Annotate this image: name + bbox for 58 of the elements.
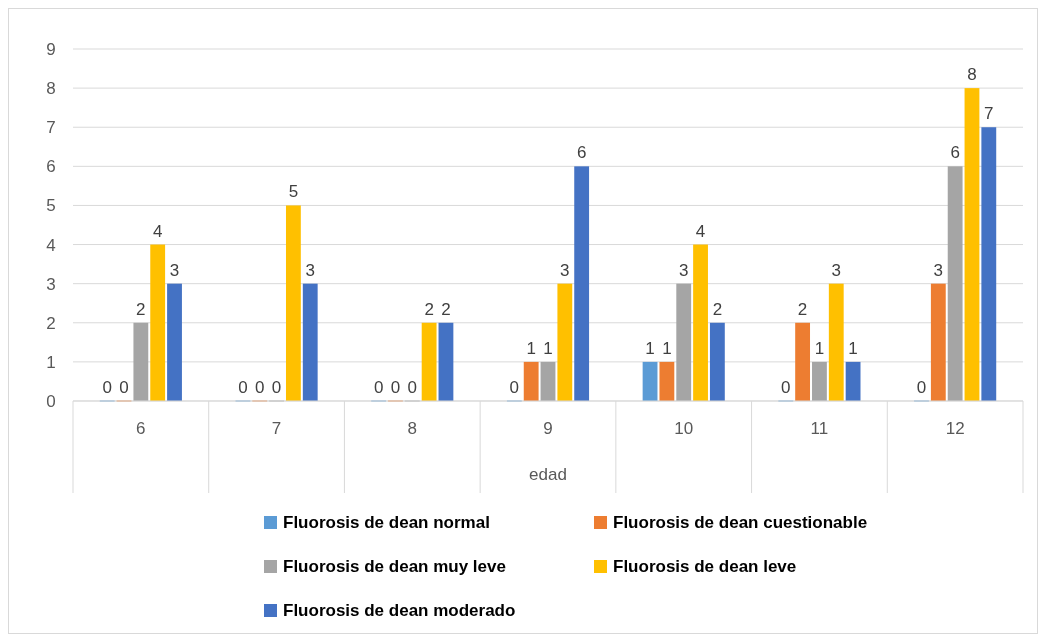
data-label: 5: [288, 182, 299, 202]
data-label: 0: [390, 378, 401, 397]
y-tick-label: 0: [46, 391, 56, 411]
data-label: 0: [255, 378, 265, 397]
data-label: 3: [560, 260, 570, 280]
legend-label: Fluorosis de dean moderado: [283, 601, 516, 620]
data-label: 4: [152, 221, 163, 241]
data-label: 3: [305, 260, 315, 280]
x-tick-label: 11: [810, 419, 829, 438]
data-label: 0: [781, 378, 791, 397]
data-label: 1: [814, 338, 825, 358]
x-axis-title: edad: [529, 465, 567, 484]
legend-label: Fluorosis de dean cuestionable: [613, 513, 868, 532]
data-label: 2: [441, 299, 451, 319]
data-label: 3: [169, 260, 180, 280]
data-label: 3: [831, 260, 841, 280]
data-label: 1: [662, 338, 672, 358]
legend-label: Fluorosis de dean normal: [283, 513, 490, 532]
y-tick-label: 4: [46, 235, 56, 255]
data-label: 0: [238, 378, 248, 397]
data-label: 2: [136, 299, 146, 319]
x-tick-label: 12: [945, 419, 965, 438]
data-label: 0: [509, 378, 520, 397]
data-label: 3: [678, 260, 689, 280]
data-label: 1: [543, 338, 553, 358]
data-label: 0: [271, 378, 282, 397]
data-label: 1: [645, 338, 655, 358]
data-label: 2: [424, 299, 434, 319]
y-tick-label: 9: [46, 39, 56, 59]
data-label: 0: [119, 378, 129, 397]
data-label: 1: [848, 338, 858, 358]
data-label: 7: [984, 104, 994, 124]
data-label: 4: [695, 221, 706, 241]
y-tick-label: 3: [46, 274, 56, 294]
data-label: 6: [950, 143, 960, 163]
y-tick-label: 2: [46, 313, 56, 333]
x-tick-label: 8: [407, 419, 418, 438]
y-tick-label: 8: [46, 79, 56, 99]
data-label: 0: [916, 378, 927, 397]
x-tick-label: 7: [271, 419, 282, 438]
legend-label: Fluorosis de dean leve: [613, 557, 797, 576]
data-label: 2: [712, 299, 723, 319]
data-label: 2: [797, 299, 808, 319]
x-tick-label: 10: [674, 419, 694, 438]
y-tick-label: 6: [46, 157, 56, 177]
y-tick-label: 5: [46, 196, 56, 216]
data-label: 1: [526, 338, 536, 358]
data-label: 0: [373, 378, 384, 397]
x-tick-label: 6: [136, 419, 146, 438]
x-tick-label: 9: [543, 419, 553, 438]
legend-label: Fluorosis de dean muy leve: [283, 557, 506, 576]
data-label: 0: [407, 378, 418, 397]
data-label: 8: [967, 65, 977, 85]
data-label: 6: [576, 143, 587, 163]
y-tick-label: 1: [46, 352, 56, 372]
data-label: 3: [933, 260, 944, 280]
data-label: 0: [102, 378, 112, 397]
y-tick-label: 7: [46, 118, 56, 138]
